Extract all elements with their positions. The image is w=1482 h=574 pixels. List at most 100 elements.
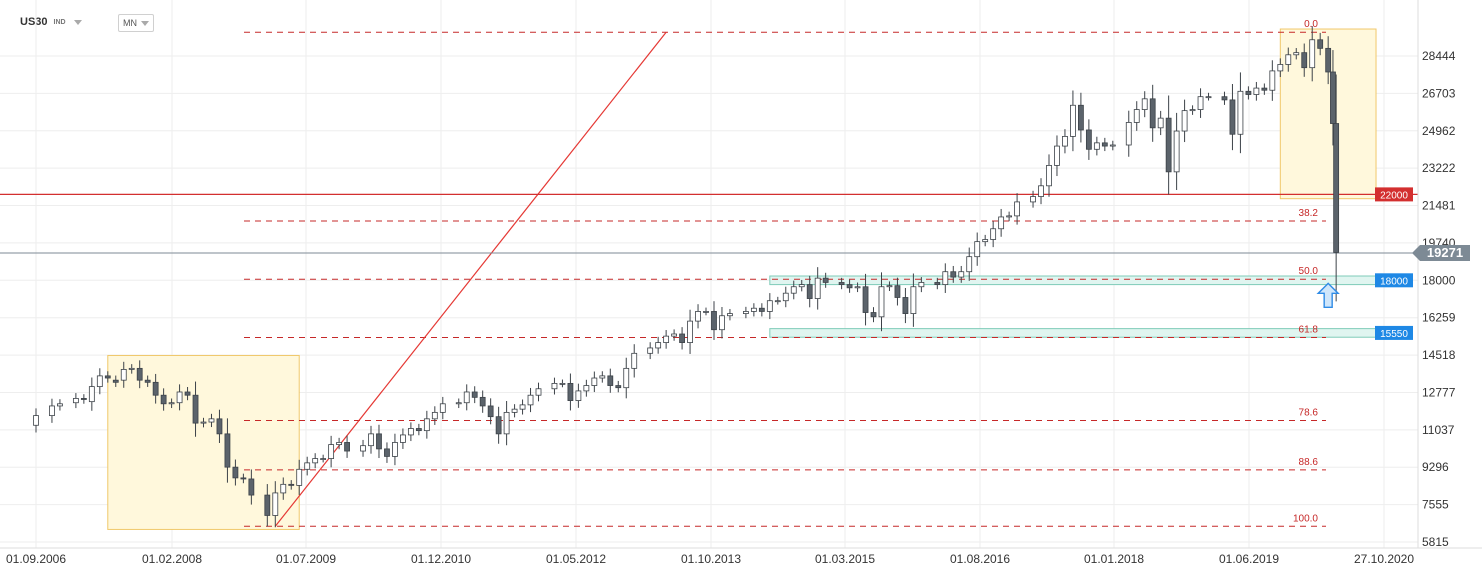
candle[interactable] [766,300,773,312]
candle[interactable] [623,367,630,389]
candle[interactable] [136,367,143,381]
candle[interactable] [1285,54,1292,65]
candle[interactable] [1277,64,1284,72]
candle[interactable] [1237,90,1244,135]
candle[interactable] [328,444,335,459]
candle[interactable] [184,391,191,396]
candle[interactable] [49,405,55,417]
candle[interactable] [392,442,398,457]
candle[interactable] [232,466,239,479]
candle[interactable] [57,403,63,407]
candle[interactable] [1229,99,1236,135]
candle[interactable] [910,286,917,314]
candle[interactable] [814,277,821,299]
candle[interactable] [519,404,526,410]
candle[interactable] [1157,117,1164,129]
candle[interactable] [958,271,965,278]
candle[interactable] [248,478,255,496]
candle[interactable] [703,311,709,313]
candle[interactable] [1173,130,1180,173]
candle[interactable] [1189,109,1196,112]
candle[interactable] [160,394,167,405]
candle[interactable] [854,286,861,289]
candle[interactable] [1309,39,1316,69]
candle[interactable] [990,228,997,240]
candle[interactable] [384,448,390,457]
symbol-selector[interactable]: US30 IND [20,12,82,32]
candle[interactable] [407,428,414,436]
candle[interactable] [559,382,566,385]
candle[interactable] [471,391,478,398]
candle[interactable] [1325,47,1332,73]
candle[interactable] [439,403,446,413]
candle[interactable] [224,433,231,468]
candle[interactable] [902,297,909,314]
candle[interactable] [966,256,973,273]
candle[interactable] [152,381,159,396]
candle[interactable] [846,284,853,289]
candle[interactable] [33,415,39,426]
candle[interactable] [599,375,606,379]
candle[interactable] [671,333,678,337]
candle[interactable] [1006,215,1013,218]
candle[interactable] [1333,123,1340,253]
candle[interactable] [176,391,183,404]
candle[interactable] [80,398,87,400]
candle[interactable] [1165,117,1172,173]
candle[interactable] [742,311,749,314]
candle[interactable] [631,352,638,369]
candle[interactable] [96,375,103,388]
candle[interactable] [1077,104,1084,131]
candle[interactable] [567,382,574,401]
candle[interactable] [886,285,893,288]
candle[interactable] [503,411,510,435]
candle[interactable] [782,292,789,302]
candle[interactable] [200,421,207,424]
candle[interactable] [583,385,590,392]
candle[interactable] [862,286,869,313]
candle[interactable] [88,386,95,403]
candle[interactable] [838,282,845,285]
candle[interactable] [400,434,406,443]
candle[interactable] [982,239,989,243]
candle[interactable] [1030,196,1036,203]
candle[interactable] [192,394,199,424]
candle[interactable] [806,284,813,299]
candle[interactable] [719,315,725,331]
candle[interactable] [479,396,486,407]
candle[interactable] [208,418,215,423]
candle[interactable] [615,385,622,389]
candle[interactable] [495,416,502,435]
candle[interactable] [1093,142,1100,150]
candle[interactable] [575,390,582,401]
candle[interactable] [368,433,374,447]
candle[interactable] [1293,52,1300,56]
candle[interactable] [104,375,111,379]
candle[interactable] [296,468,303,486]
candle[interactable] [663,335,670,343]
candle[interactable] [711,311,717,331]
candle[interactable] [511,408,518,413]
candle[interactable] [1085,129,1092,150]
candle[interactable] [607,375,614,386]
candle[interactable] [288,483,295,486]
candle[interactable] [72,398,79,404]
candle[interactable] [750,307,757,312]
candle[interactable] [774,300,781,303]
candle[interactable] [264,494,271,516]
candle[interactable] [112,379,119,383]
candle[interactable] [272,492,279,516]
candle[interactable] [934,282,941,285]
candle[interactable] [870,312,877,318]
candle[interactable] [1269,70,1276,91]
candle[interactable] [527,394,534,406]
candle[interactable] [998,216,1005,230]
candle[interactable] [551,382,558,390]
candle[interactable] [679,333,685,343]
candle[interactable] [1205,96,1212,99]
candle[interactable] [647,347,654,354]
candle[interactable] [918,282,925,288]
candle[interactable] [1125,122,1132,146]
candle[interactable] [431,411,438,420]
